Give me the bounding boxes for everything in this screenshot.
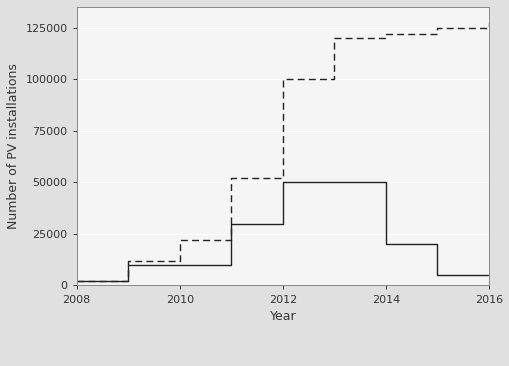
X-axis label: Year: Year bbox=[269, 310, 296, 323]
Y-axis label: Number of PV installations: Number of PV installations bbox=[7, 63, 20, 229]
